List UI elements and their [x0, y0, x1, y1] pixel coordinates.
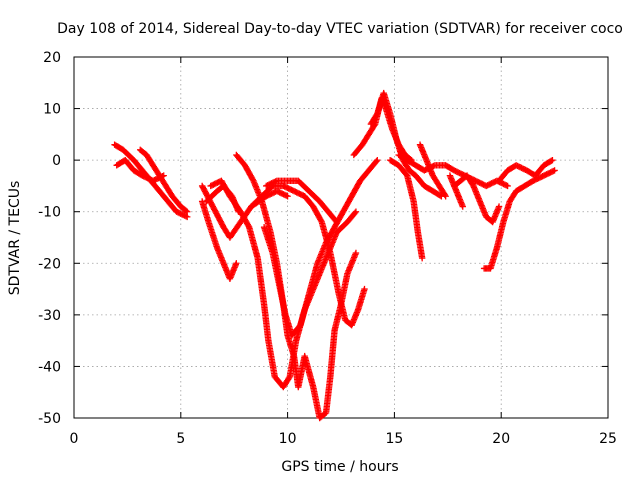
data-point [233, 260, 240, 267]
chart-title: Day 108 of 2014, Sidereal Day-to-day VTE… [57, 21, 623, 37]
data-point [549, 156, 556, 164]
data-point [551, 167, 558, 174]
series-arc9 [248, 182, 368, 329]
data-point [284, 193, 291, 200]
data-point [352, 208, 360, 215]
data-point [361, 285, 368, 293]
data-point [495, 203, 503, 210]
y-axis-label: SDTVAR / TECUs [7, 181, 23, 296]
data-point [459, 203, 466, 210]
data-point [504, 182, 511, 190]
y-tick-label: -10 [38, 205, 61, 221]
y-tick-label: 0 [52, 153, 61, 169]
x-tick-label: 0 [70, 431, 79, 447]
y-tick-label: -40 [38, 359, 61, 375]
y-tick-label: -20 [38, 256, 61, 272]
series-arc18 [446, 172, 466, 210]
series-arc20 [495, 156, 556, 184]
data-point [373, 158, 380, 165]
y-tick-label: 10 [43, 102, 61, 118]
data-marks [111, 89, 558, 422]
series-arc10 [263, 177, 340, 226]
data-point [374, 156, 381, 164]
x-axis-label: GPS time / hours [281, 459, 398, 475]
series-arc19 [480, 167, 558, 272]
series-arc5 [198, 198, 240, 282]
data-point [418, 254, 426, 262]
x-tick-label: 10 [279, 431, 297, 447]
x-tick-label: 15 [385, 431, 403, 447]
data-point [442, 193, 449, 200]
series-arc3 [137, 146, 191, 215]
x-tick-label: 25 [599, 431, 617, 447]
data-point [441, 191, 449, 199]
data-point [351, 209, 359, 217]
y-tick-label: 20 [43, 50, 61, 66]
series-arc11 [260, 156, 381, 339]
x-tick-label: 5 [176, 431, 185, 447]
grid-lines [74, 57, 608, 418]
series-arc4 [198, 182, 291, 241]
data-point [285, 374, 293, 382]
y-tick-label: -30 [38, 308, 61, 324]
data-point [548, 157, 555, 165]
series-arc14 [386, 156, 426, 262]
data-point [182, 207, 190, 215]
data-point [352, 249, 360, 257]
series-arc16 [416, 141, 449, 200]
series-arc13 [367, 89, 445, 200]
data-point [184, 208, 191, 215]
y-tick-label: -50 [38, 411, 61, 427]
x-tick-label: 20 [492, 431, 510, 447]
plot-frame [73, 56, 609, 419]
series-arc2 [113, 156, 167, 184]
